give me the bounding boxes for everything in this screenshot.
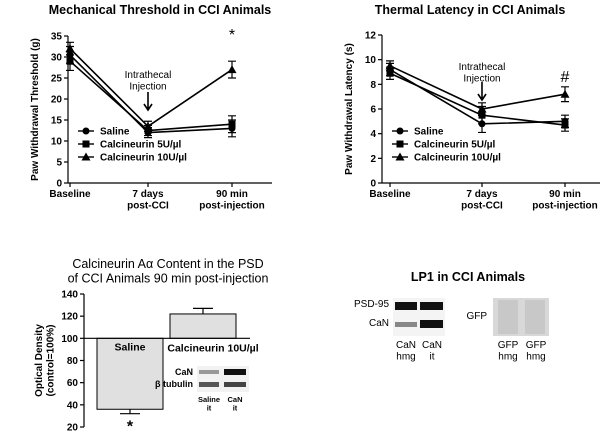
lane-label: GFP hmg — [498, 340, 519, 363]
legend-label: Calcineurin 5U/µl — [100, 140, 182, 151]
inset-row-label: CaN — [175, 367, 193, 377]
marker — [386, 69, 394, 77]
marker — [228, 120, 236, 128]
y-tick-label: 4 — [370, 129, 376, 140]
y-axis-label: Paw Withdrawal Latency (s) — [344, 43, 355, 175]
marker — [560, 89, 570, 98]
y-tick-label: 100 — [61, 334, 78, 345]
legend-marker — [81, 152, 91, 161]
chart-title: Mechanical Threshold in CCI Animals — [49, 3, 272, 17]
y-tick-label: 15 — [51, 116, 63, 127]
legend-label: Calcineurin 5U/µl — [414, 140, 496, 151]
inset-lane-label: Saline it — [198, 395, 220, 413]
bar-label: Saline — [115, 341, 146, 353]
marker — [477, 104, 487, 113]
arrow — [477, 82, 487, 102]
blot-row-label: PSD-95 — [354, 299, 389, 310]
annotation: Intrathecal Injection — [125, 70, 172, 93]
chart-title: Thermal Latency in CCI Animals — [375, 3, 566, 17]
y-tick-label: 10 — [365, 55, 377, 66]
legend-marker — [82, 127, 90, 135]
legend-label: Saline — [414, 127, 444, 138]
marker — [143, 121, 153, 130]
y-axis-label: Paw Withdrawal Threshold (g) — [30, 38, 41, 181]
y-tick-label: 40 — [67, 400, 79, 411]
x-tick-label: Baseline — [49, 189, 91, 200]
x-tick-label: 90 min post-injection — [199, 189, 265, 212]
band — [420, 320, 443, 328]
marker — [561, 121, 569, 129]
lane-label: CaN it — [422, 340, 442, 363]
x-tick-label: 90 min post-injection — [532, 189, 598, 212]
y-tick-label: 80 — [67, 356, 79, 367]
annotation: * — [229, 27, 235, 44]
band — [224, 369, 246, 375]
annotation: # — [561, 69, 570, 86]
marker — [385, 61, 395, 70]
inset-lane-label: CaN it — [227, 395, 242, 413]
x-tick-label: 7 days post-CCI — [127, 189, 169, 212]
marker — [66, 57, 74, 65]
y-tick-label: 10 — [51, 137, 63, 148]
y-tick-label: 20 — [67, 423, 79, 434]
blot-title: LP1 in CCI Animals — [411, 270, 525, 284]
annotation: * — [127, 419, 134, 435]
lane-label: CaN hmg — [396, 340, 416, 363]
inset-row-label: β tubulin — [155, 379, 193, 389]
x-tick-label: 7 days post-CCI — [461, 189, 503, 212]
bar-label: Calcineurin 10U/µl — [167, 342, 258, 354]
legend-marker — [396, 127, 404, 135]
legend-label: Calcineurin 10U/µl — [414, 153, 501, 164]
y-tick-label: 140 — [61, 290, 78, 301]
bar — [96, 337, 164, 410]
legend-marker — [82, 140, 90, 148]
annotation: Intrathecal Injection — [459, 62, 506, 85]
error-bar — [120, 409, 140, 415]
legend-marker — [395, 152, 405, 161]
y-axis-label: Optical Density(control=100%) — [34, 324, 57, 397]
blot-row-label: CaN — [369, 318, 389, 329]
chart-title: Calcineurin Aα Content in the PSD of CCI … — [68, 257, 269, 285]
y-tick-label: 30 — [51, 53, 63, 64]
y-tick-label: 35 — [51, 32, 63, 43]
band — [395, 322, 417, 327]
band — [525, 300, 545, 334]
error-bar — [193, 307, 213, 314]
lane-label: GFP hmg — [526, 340, 547, 363]
blot-row-label: GFP — [466, 311, 487, 322]
y-tick-label: 0 — [56, 179, 62, 190]
y-tick-label: 12 — [365, 31, 377, 42]
y-tick-label: 2 — [370, 154, 376, 165]
legend-label: Saline — [100, 127, 130, 138]
legend-marker — [396, 140, 404, 148]
legend-label: Calcineurin 10U/µl — [100, 153, 187, 164]
marker — [227, 65, 237, 74]
arrow — [143, 92, 153, 112]
x-tick-label: Baseline — [369, 189, 411, 200]
band — [420, 302, 443, 310]
y-tick-label: 5 — [56, 158, 62, 169]
y-tick-label: 0 — [370, 179, 376, 190]
y-tick-label: 25 — [51, 74, 63, 85]
marker — [65, 44, 75, 53]
y-tick-label: 8 — [370, 80, 376, 91]
y-tick-label: 120 — [61, 312, 78, 323]
band — [224, 382, 246, 387]
band — [395, 302, 417, 310]
y-tick-label: 20 — [51, 95, 63, 106]
band — [498, 300, 518, 334]
bar — [169, 313, 237, 339]
band — [199, 382, 219, 387]
y-tick-label: 6 — [370, 105, 376, 116]
band — [199, 370, 219, 374]
y-tick-label: 60 — [67, 378, 79, 389]
